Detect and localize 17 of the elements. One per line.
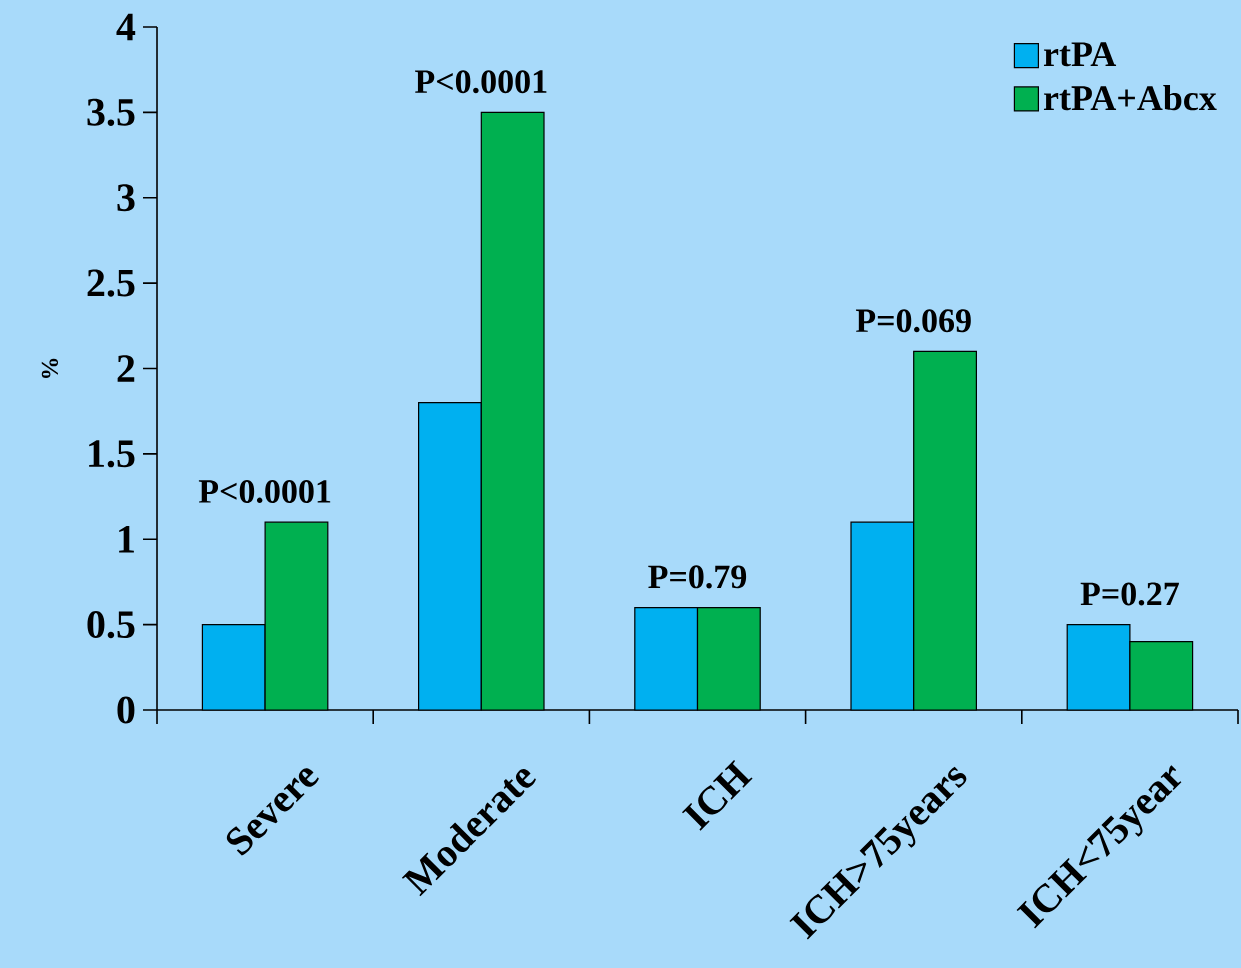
y-tick-label: 3.5 xyxy=(87,98,135,126)
annotation: P<0.0001 xyxy=(198,480,331,504)
y-tick-label: 3 xyxy=(117,184,135,212)
annotation: P=0.069 xyxy=(855,309,971,333)
annotation: P=0.27 xyxy=(1080,582,1179,606)
y-tick-label: 1 xyxy=(119,526,134,553)
annotation: P<0.0001 xyxy=(415,70,547,94)
y-tick-label: 0.5 xyxy=(87,611,135,639)
legend-label: rtPA+Abcx xyxy=(1043,84,1217,111)
annotation: P=0.79 xyxy=(648,565,747,589)
y-axis-title: % xyxy=(41,358,59,379)
y-tick-label: 0 xyxy=(117,696,135,724)
y-tick-label: 2 xyxy=(117,355,135,382)
y-tick-label: 2.5 xyxy=(87,269,135,297)
y-tick-label: 4 xyxy=(116,13,136,41)
legend-label: rtPA xyxy=(1043,42,1117,67)
y-tick-label: 1.5 xyxy=(89,440,135,468)
